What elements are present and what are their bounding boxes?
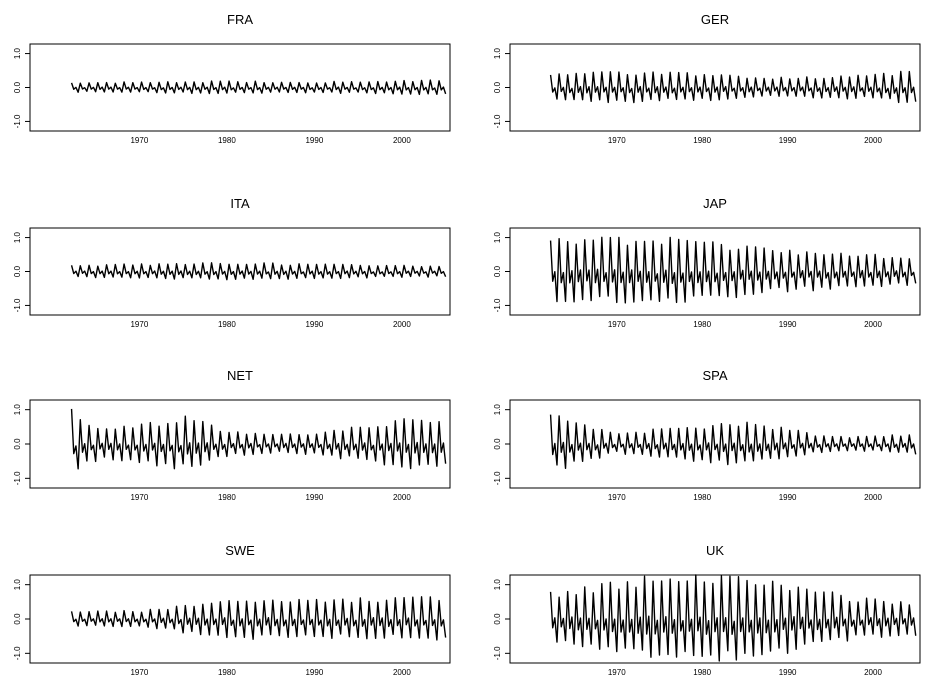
x-tick-label: 2000 — [393, 320, 411, 329]
x-tick-label: 1980 — [218, 320, 236, 329]
y-tick-label: 1.0 — [13, 231, 22, 243]
series-line-uk — [549, 574, 917, 662]
y-tick-label: -1.0 — [493, 298, 502, 312]
y-tick-label: -1.0 — [13, 471, 22, 485]
x-tick-label: 1990 — [305, 668, 323, 677]
x-tick-label: 1970 — [130, 136, 148, 145]
x-tick-label: 1980 — [218, 136, 236, 145]
y-tick-label: 0.0 — [13, 613, 22, 625]
x-tick-label: 2000 — [393, 493, 411, 502]
x-tick-label: 1970 — [130, 668, 148, 677]
x-tick-label: 2000 — [864, 320, 882, 329]
panel-title: FRA — [227, 12, 253, 27]
series-line-ita — [70, 262, 447, 281]
x-tick-label: 1980 — [693, 320, 711, 329]
x-tick-label: 1990 — [305, 320, 323, 329]
panel-ger: GER -1.0 0.0 1.0 1970 1980 1990 2000 — [493, 12, 921, 145]
x-tick-label: 1990 — [305, 136, 323, 145]
x-tick-label: 1990 — [779, 493, 797, 502]
y-tick-label: -1.0 — [13, 298, 22, 312]
y-tick-label: 0.0 — [493, 265, 502, 277]
x-tick-label: 2000 — [864, 493, 882, 502]
panel-title: NET — [227, 368, 253, 383]
x-tick-label: 2000 — [864, 668, 882, 677]
x-tick-label: 1990 — [779, 320, 797, 329]
panel-jap: JAP -1.0 0.0 1.0 1970 1980 1990 2000 — [493, 196, 921, 329]
y-tick-label: 1.0 — [13, 404, 22, 416]
y-tick-label: 1.0 — [13, 47, 22, 59]
series-line-ger — [549, 70, 917, 104]
x-tick-label: 2000 — [393, 136, 411, 145]
y-tick-label: -1.0 — [493, 471, 502, 485]
panel-title: JAP — [703, 196, 727, 211]
y-tick-label: 0.0 — [13, 265, 22, 277]
series-line-jap — [549, 236, 917, 304]
panel-fra: FRA -1.0 0.0 1.0 1970 1980 1990 2000 — [13, 12, 451, 145]
series-line-swe — [70, 596, 447, 641]
panel-title: SPA — [702, 368, 727, 383]
y-tick-label: 0.0 — [493, 81, 502, 93]
x-tick-label: 1970 — [130, 493, 148, 502]
y-tick-label: 1.0 — [493, 47, 502, 59]
panel-title: SWE — [225, 543, 255, 558]
series-line-fra — [70, 79, 447, 96]
panel-net: NET -1.0 0.0 1.0 1970 1980 1990 2000 — [13, 368, 451, 502]
x-tick-label: 1970 — [608, 493, 626, 502]
x-tick-label: 1980 — [218, 493, 236, 502]
series-line-spa — [549, 414, 917, 469]
x-tick-label: 2000 — [864, 136, 882, 145]
x-tick-label: 1970 — [608, 136, 626, 145]
panel-swe: SWE -1.0 0.0 1.0 1970 1980 1990 2000 — [13, 543, 451, 677]
panel-ita: ITA -1.0 0.0 1.0 1970 1980 1990 2000 — [13, 196, 451, 329]
panel-title: GER — [701, 12, 729, 27]
panel-title: UK — [706, 543, 724, 558]
y-tick-label: -1.0 — [493, 646, 502, 660]
series-line-net — [70, 408, 447, 470]
panel-title: ITA — [230, 196, 250, 211]
x-tick-label: 1970 — [130, 320, 148, 329]
x-tick-label: 1990 — [779, 668, 797, 677]
y-tick-label: 1.0 — [493, 231, 502, 243]
x-tick-label: 1980 — [218, 668, 236, 677]
y-tick-label: 0.0 — [493, 613, 502, 625]
y-tick-label: -1.0 — [493, 114, 502, 128]
x-tick-label: 1980 — [693, 493, 711, 502]
panel-spa: SPA -1.0 0.0 1.0 1970 1980 1990 2000 — [493, 368, 921, 502]
panel-uk: UK -1.0 0.0 1.0 1970 1980 1990 2000 — [493, 543, 921, 677]
x-tick-label: 2000 — [393, 668, 411, 677]
x-tick-label: 1980 — [693, 136, 711, 145]
y-tick-label: 1.0 — [493, 404, 502, 416]
y-tick-label: 1.0 — [13, 579, 22, 591]
y-tick-label: 1.0 — [493, 579, 502, 591]
x-tick-label: 1980 — [693, 668, 711, 677]
x-tick-label: 1990 — [779, 136, 797, 145]
y-tick-label: -1.0 — [13, 114, 22, 128]
x-tick-label: 1970 — [608, 668, 626, 677]
y-tick-label: 0.0 — [493, 438, 502, 450]
y-tick-label: 0.0 — [13, 81, 22, 93]
y-tick-label: 0.0 — [13, 438, 22, 450]
x-tick-label: 1990 — [305, 493, 323, 502]
y-tick-label: -1.0 — [13, 646, 22, 660]
x-tick-label: 1970 — [608, 320, 626, 329]
